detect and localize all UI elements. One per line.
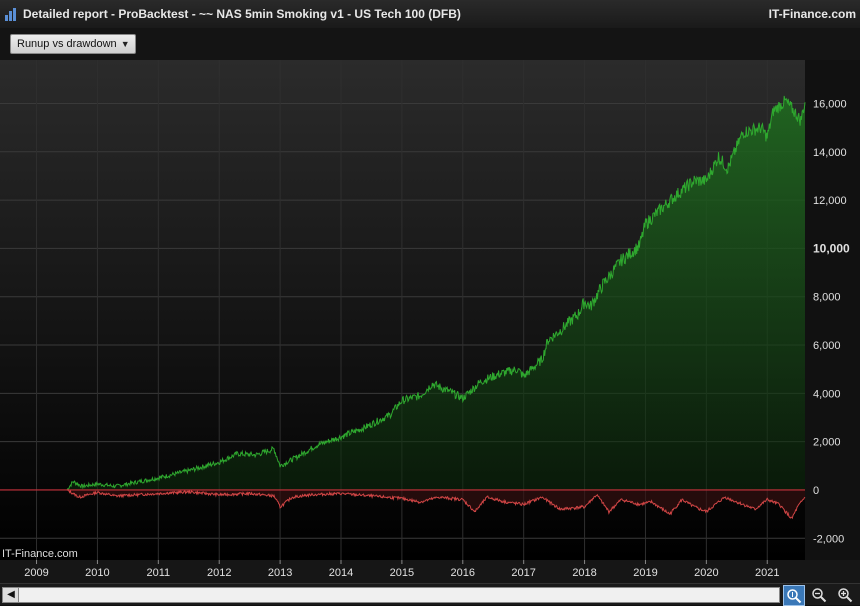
zoom-in-icon[interactable] [835,585,855,604]
y-axis-panel [805,60,860,560]
y-tick-label: -2,000 [813,533,844,545]
horizontal-scrollbar[interactable]: ◀ [0,583,860,606]
chart-area[interactable]: -2,000 0 2,000 4,000 6,000 8,000 10,000 12,000 1… [0,60,860,583]
x-tick-label: 2016 [451,567,475,579]
x-tick-label: 2014 [329,567,353,579]
x-tick-label: 2015 [390,567,414,579]
bar-chart-icon [5,7,19,21]
y-tick-label: 16,000 [813,98,847,110]
brand-label: IT-Finance.com [768,7,856,21]
y-tick-label: 10,000 [813,241,850,255]
y-tick-label: 2,000 [813,437,841,449]
x-tick-label: 2009 [24,567,48,579]
x-tick-label: 2017 [511,567,535,579]
y-tick-label: 14,000 [813,147,847,159]
runup-drawdown-chart: -2,000 0 2,000 4,000 6,000 8,000 10,000 12,000 1… [0,60,860,583]
y-tick-label: 4,000 [813,388,841,400]
x-tick-label: 2018 [572,567,596,579]
zoom-out-icon[interactable] [809,585,829,604]
view-select[interactable]: Runup vs drawdown ▼ [10,34,136,54]
y-tick-label: 0 [813,485,819,497]
y-tick-label: 12,000 [813,195,847,207]
drawdown-line [66,489,806,520]
watermark: IT-Finance.com [2,548,78,560]
title-bar: Detailed report - ProBacktest - ~~ NAS 5… [0,0,860,29]
y-tick-label: 8,000 [813,292,841,304]
runup-area [67,95,805,491]
toolbar: Runup vs drawdown ▼ [0,28,860,60]
runup-line [66,95,806,491]
x-tick-label: 2013 [268,567,292,579]
zoom-fit-icon[interactable] [783,585,805,606]
x-tick-label: 2011 [146,567,170,579]
y-tick-label: 6,000 [813,340,841,352]
scroll-track[interactable] [18,587,780,603]
x-tick-label: 2010 [85,567,109,579]
x-tick-label: 2020 [694,567,718,579]
drawdown-area [67,489,805,519]
view-select-value: Runup vs drawdown [17,38,117,50]
x-axis-panel [0,560,860,583]
window-title: Detailed report - ProBacktest - ~~ NAS 5… [23,7,461,21]
x-tick-label: 2019 [633,567,657,579]
x-tick-label: 2021 [755,567,779,579]
chevron-down-icon: ▼ [120,39,130,49]
x-tick-label: 2012 [207,567,231,579]
